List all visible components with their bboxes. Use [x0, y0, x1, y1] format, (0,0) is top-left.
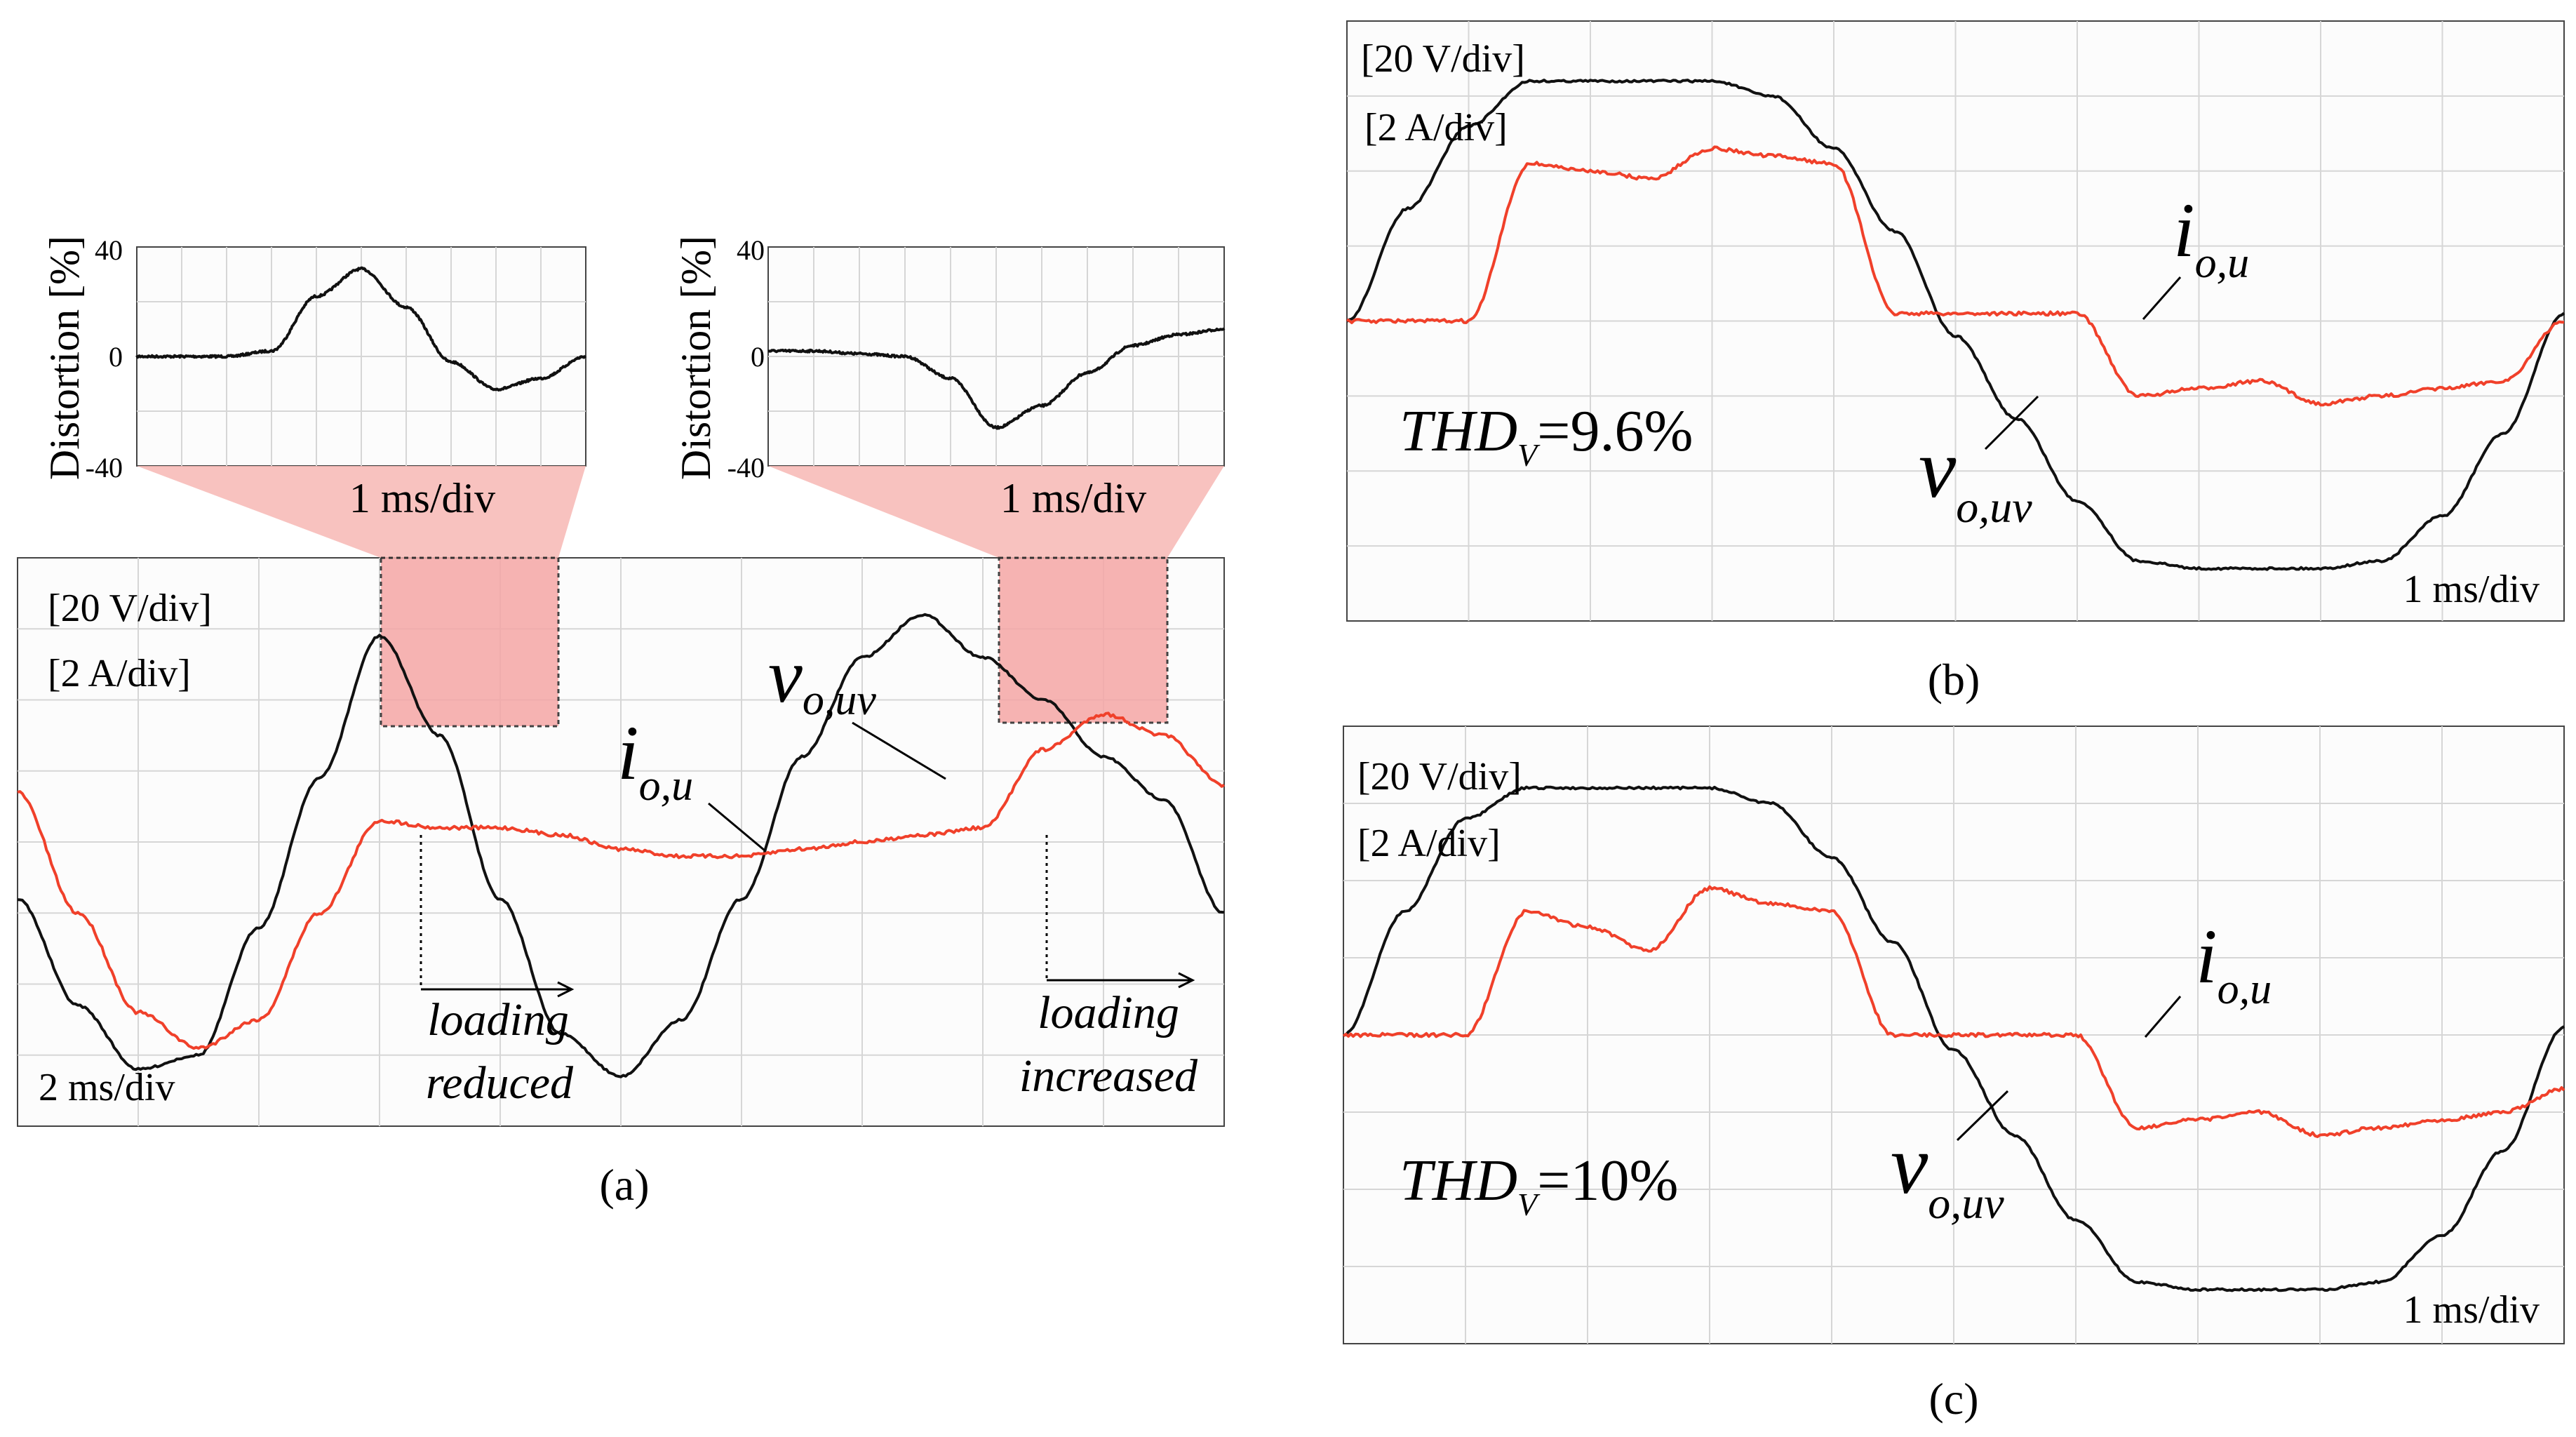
inset-left-ytick-mid: 0	[109, 341, 123, 373]
panel-b-time-scale: 1 ms/div	[2403, 568, 2540, 611]
loading-arrows	[420, 835, 1195, 998]
zoom-trapezoid-left	[137, 466, 586, 558]
zoom-box-left	[380, 556, 560, 728]
trace-a-inset-right-series-0	[767, 327, 1226, 430]
increased-arrowhead	[1178, 972, 1195, 989]
voltage-pointer-c	[1956, 1090, 2009, 1142]
voltage-pointer-a	[852, 721, 946, 780]
caption-a: (a)	[599, 1160, 649, 1210]
voltage-pointer-b	[1984, 395, 2039, 450]
voltage-label-b: vo,uv	[1919, 422, 2032, 532]
zoom-highlights	[137, 466, 1224, 728]
inset-left-ytick-top: 40	[95, 234, 123, 266]
inset-right-ytick-top: 40	[737, 234, 765, 266]
trace-a-series-1	[17, 711, 1226, 1050]
zoom-box-right	[998, 556, 1169, 724]
current-label-a: io,u	[617, 710, 693, 810]
reduced-arrowhead	[557, 981, 575, 998]
panel-a-time-scale: 2 ms/div	[39, 1066, 175, 1109]
inset-right-ylabel: Distortion [%]	[673, 236, 719, 480]
annotation-loading-increased-1: loading	[1038, 987, 1179, 1038]
trace-a-series-0	[17, 613, 1225, 1078]
inset-right-ytick-bot: -40	[727, 452, 765, 483]
panel-b-thd: THDV=9.6%	[1400, 399, 1693, 473]
current-label-b: io,u	[2173, 187, 2249, 287]
panel-a-iscale: [2 A/div]	[48, 652, 191, 695]
inset-left-time-scale: 1 ms/div	[349, 475, 495, 521]
inset-right-time-scale: 1 ms/div	[1000, 475, 1146, 521]
current-pointer-a	[708, 802, 765, 852]
caption-c: (c)	[1928, 1374, 1978, 1424]
panel-c-thd: THDV=10%	[1400, 1148, 1679, 1222]
trace-b-series-0	[1346, 79, 2565, 571]
trace-c-series-0	[1343, 785, 2565, 1292]
trace-a-inset-left-series-0	[135, 266, 587, 392]
panel-c-time-scale: 1 ms/div	[2403, 1288, 2540, 1332]
inset-right-ytick-mid: 0	[751, 341, 765, 373]
voltage-label-a: vo,uv	[768, 633, 876, 724]
current-pointer-b	[2142, 276, 2182, 320]
panel-a-vscale: [20 V/div]	[48, 587, 212, 630]
current-label-c: io,u	[2196, 914, 2272, 1013]
trace-c-series-1	[1342, 885, 2565, 1138]
caption-b: (b)	[1928, 655, 1980, 704]
voltage-label-c: vo,uv	[1891, 1118, 2004, 1228]
panel-c-vscale: [20 V/div]	[1357, 755, 1522, 798]
panel-b-vscale: [20 V/div]	[1361, 37, 1525, 81]
traces-layer	[17, 79, 2565, 1292]
current-pointer-c	[2144, 996, 2182, 1038]
inset-left-ytick-bot: -40	[86, 452, 123, 483]
annotation-loading-reduced-2: reduced	[426, 1057, 574, 1109]
trace-b-series-1	[1346, 145, 2564, 407]
panel-c-iscale: [2 A/div]	[1357, 822, 1501, 865]
annotation-loading-reduced-1: loading	[427, 994, 569, 1045]
inset-left-ylabel: Distortion [%]	[41, 236, 88, 480]
zoom-trapezoid-right	[768, 466, 1224, 558]
panel-b-iscale: [2 A/div]	[1364, 106, 1508, 149]
annotation-loading-increased-2: increased	[1019, 1050, 1198, 1102]
